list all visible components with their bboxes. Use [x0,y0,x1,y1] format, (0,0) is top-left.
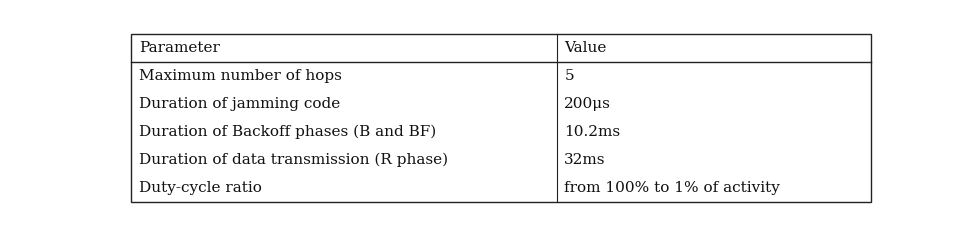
Text: 200μs: 200μs [564,97,611,111]
Text: Maximum number of hops: Maximum number of hops [139,69,341,83]
Text: Duration of jamming code: Duration of jamming code [139,97,340,111]
Text: Value: Value [564,41,606,55]
Text: Duration of Backoff phases (B and BF): Duration of Backoff phases (B and BF) [139,125,436,139]
Text: Duration of data transmission (R phase): Duration of data transmission (R phase) [139,153,447,167]
Text: 10.2ms: 10.2ms [564,125,619,139]
Text: Parameter: Parameter [139,41,220,55]
Text: 5: 5 [564,69,573,83]
Text: from 100% to 1% of activity: from 100% to 1% of activity [564,181,780,195]
Text: Duty-cycle ratio: Duty-cycle ratio [139,181,262,195]
Text: 32ms: 32ms [564,153,605,167]
